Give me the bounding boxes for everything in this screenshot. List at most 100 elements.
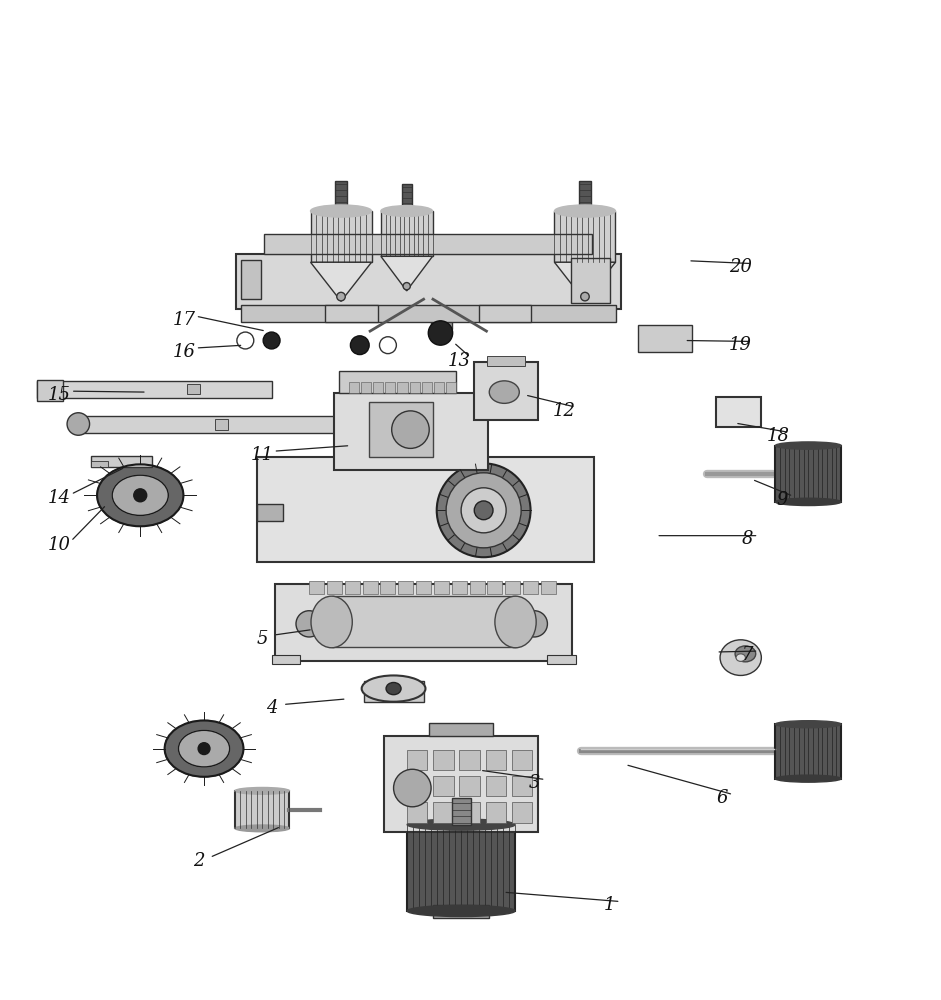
Bar <box>37 380 63 401</box>
Bar <box>37 381 272 398</box>
Bar <box>91 456 152 467</box>
Circle shape <box>393 769 431 807</box>
Bar <box>486 802 506 823</box>
Bar <box>276 584 572 661</box>
Polygon shape <box>311 262 372 301</box>
Text: 9: 9 <box>776 491 788 509</box>
Bar <box>362 581 377 594</box>
Ellipse shape <box>775 498 841 506</box>
Bar <box>416 581 431 594</box>
Bar <box>579 181 591 211</box>
Text: 4: 4 <box>266 699 278 717</box>
Circle shape <box>428 321 453 345</box>
Text: 2: 2 <box>193 852 204 870</box>
Bar <box>512 776 533 796</box>
Bar <box>397 382 407 393</box>
Ellipse shape <box>407 905 515 917</box>
Bar <box>398 581 413 594</box>
Circle shape <box>437 463 531 557</box>
Bar <box>187 384 200 394</box>
Circle shape <box>581 292 589 301</box>
Bar <box>339 371 456 393</box>
Bar <box>431 309 452 329</box>
Ellipse shape <box>775 721 841 728</box>
Circle shape <box>391 411 429 448</box>
Bar <box>373 382 383 393</box>
Bar <box>407 750 427 770</box>
Bar <box>333 393 488 470</box>
Bar <box>459 750 480 770</box>
Bar <box>344 581 359 594</box>
Bar <box>215 419 229 430</box>
Bar <box>74 416 354 433</box>
Ellipse shape <box>386 682 401 695</box>
Bar <box>452 798 470 825</box>
Ellipse shape <box>235 825 290 832</box>
Circle shape <box>237 332 254 349</box>
Ellipse shape <box>67 413 89 435</box>
Bar <box>241 260 262 299</box>
Text: 16: 16 <box>173 343 196 361</box>
Text: 12: 12 <box>552 402 576 420</box>
Text: 15: 15 <box>48 386 72 404</box>
Ellipse shape <box>179 730 230 767</box>
Bar <box>548 655 576 664</box>
Bar <box>512 750 533 770</box>
Circle shape <box>521 611 548 637</box>
Bar <box>434 581 449 594</box>
Circle shape <box>474 501 493 520</box>
Bar <box>541 581 556 594</box>
Bar <box>512 802 533 823</box>
Circle shape <box>134 489 147 502</box>
Bar <box>402 184 412 211</box>
Bar <box>433 802 454 823</box>
Bar <box>409 382 420 393</box>
Bar <box>272 655 300 664</box>
Bar <box>257 504 283 521</box>
Circle shape <box>461 488 506 533</box>
Ellipse shape <box>361 675 425 702</box>
Bar <box>348 446 440 457</box>
Bar <box>452 581 467 594</box>
Polygon shape <box>381 256 433 291</box>
Bar <box>331 596 516 647</box>
Ellipse shape <box>112 475 168 515</box>
Ellipse shape <box>311 205 372 217</box>
Ellipse shape <box>495 596 536 648</box>
Bar <box>407 825 515 911</box>
Polygon shape <box>554 262 615 301</box>
Bar <box>716 397 761 427</box>
Bar <box>486 750 506 770</box>
Ellipse shape <box>735 646 756 662</box>
Bar <box>422 382 432 393</box>
Text: 11: 11 <box>250 446 274 464</box>
Bar <box>360 382 371 393</box>
Ellipse shape <box>407 819 515 830</box>
Circle shape <box>446 473 521 548</box>
Bar <box>433 750 454 770</box>
Bar <box>775 724 841 779</box>
Bar <box>505 581 520 594</box>
Text: 10: 10 <box>48 536 72 554</box>
Bar <box>523 581 538 594</box>
Bar <box>487 356 525 366</box>
Circle shape <box>350 336 369 355</box>
Ellipse shape <box>554 205 615 217</box>
Text: 7: 7 <box>742 646 753 664</box>
Bar <box>257 457 595 562</box>
Text: 17: 17 <box>173 311 196 329</box>
Circle shape <box>379 337 396 354</box>
Bar <box>384 736 538 832</box>
Ellipse shape <box>775 442 841 449</box>
Bar <box>459 776 480 796</box>
Text: 6: 6 <box>716 789 727 807</box>
Text: 14: 14 <box>48 489 72 507</box>
Bar <box>429 723 493 736</box>
Text: 19: 19 <box>729 336 752 354</box>
Bar <box>91 461 108 467</box>
Text: 13: 13 <box>448 352 470 370</box>
Bar <box>380 581 395 594</box>
Ellipse shape <box>165 720 244 777</box>
Bar <box>348 382 359 393</box>
Bar <box>479 305 532 322</box>
